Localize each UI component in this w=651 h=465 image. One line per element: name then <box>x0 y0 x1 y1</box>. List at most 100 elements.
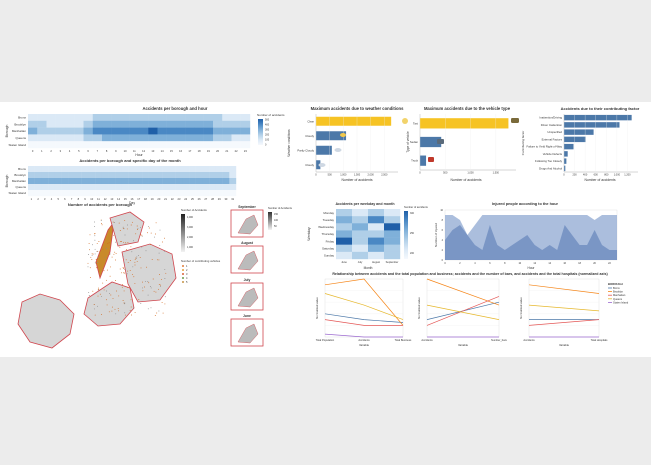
tick-label: 12 <box>533 262 536 265</box>
legend-label: 1 <box>186 264 188 268</box>
heat-cell <box>148 134 158 142</box>
bar <box>316 160 321 170</box>
heat-cell <box>148 166 156 173</box>
accident-point <box>115 280 117 281</box>
accident-point <box>127 224 128 226</box>
accident-point <box>91 259 93 261</box>
accident-point <box>161 278 163 280</box>
accident-point <box>140 226 142 228</box>
tick-label: 8 <box>106 149 108 153</box>
heat-cell <box>142 172 149 179</box>
heat-cell <box>142 178 149 185</box>
heat-cell <box>101 172 109 179</box>
relationship-plot: Total Population Accidents Total Business N… <box>315 278 412 347</box>
tick-label: June <box>341 260 347 264</box>
heat-cell <box>34 178 42 185</box>
heat-cell <box>189 172 196 179</box>
accident-point <box>114 308 116 310</box>
tick-label: 16 <box>179 149 182 153</box>
relationship-plot: Accidents Number_bars Normalized value Vari… <box>417 278 508 347</box>
heat-cell <box>352 244 369 253</box>
heat-cell <box>157 114 167 121</box>
row-label: Wednesday <box>318 225 334 229</box>
heat-cell <box>81 178 89 185</box>
accident-point <box>93 304 95 306</box>
month-map-shape <box>237 214 259 235</box>
heat-cell <box>88 184 96 191</box>
accident-point <box>146 232 148 234</box>
heat-cell <box>74 190 82 197</box>
tick-label: September <box>386 260 399 264</box>
heat-cell <box>55 114 66 121</box>
accident-point <box>124 269 126 271</box>
heat-cell <box>213 134 223 142</box>
heat-cell <box>368 216 385 224</box>
legend-label: Staten Island <box>613 300 629 304</box>
accident-point <box>89 249 90 251</box>
heat-cell <box>92 127 103 135</box>
bar <box>420 118 509 129</box>
heat-cell <box>68 178 76 185</box>
accident-point <box>131 251 133 253</box>
tick-label: 6 <box>87 149 89 153</box>
accident-point <box>94 239 96 241</box>
row-label: Friday <box>326 239 335 243</box>
accident-point <box>106 304 108 306</box>
bar <box>316 116 392 126</box>
tick-label: 10 <box>90 197 93 201</box>
tick-label: 19 <box>207 149 210 153</box>
brooklyn-shape <box>83 281 135 327</box>
accident-point <box>91 253 93 255</box>
accident-point <box>164 237 165 239</box>
heat-cell <box>185 120 195 128</box>
heat-cell <box>121 166 129 173</box>
accident-point <box>135 257 137 259</box>
factor-chart: Accidents due to their contributing fact… <box>521 106 640 182</box>
accident-point <box>123 290 125 292</box>
accident-point <box>133 276 135 278</box>
accident-point <box>141 246 143 248</box>
tick-label: 2,000 <box>368 174 375 177</box>
axis-label: Variable <box>559 343 569 347</box>
heat-cell <box>120 127 130 135</box>
heat-cell <box>88 190 96 197</box>
tick-label: 1,200 <box>624 174 631 177</box>
accident-point <box>164 278 166 279</box>
axis-label: Normalized value <box>417 297 421 319</box>
heat-cell <box>128 178 136 185</box>
chart-title: Maximum accidents due to weather conditi… <box>311 106 405 111</box>
heat-cell <box>148 184 156 191</box>
heat-cell <box>135 172 143 179</box>
accident-point <box>158 259 160 261</box>
accident-point <box>158 310 160 312</box>
heat-cell <box>28 190 35 197</box>
accident-point <box>140 303 142 304</box>
accident-point <box>164 303 166 305</box>
accident-point <box>92 290 94 292</box>
row-label: Bronx <box>18 167 26 171</box>
heat-cell <box>168 178 176 185</box>
bar <box>564 114 632 121</box>
heat-cell <box>222 184 230 191</box>
heat-cell <box>54 184 62 191</box>
heat-cell <box>115 166 123 173</box>
tick-label: 20 <box>593 262 596 265</box>
accident-point <box>104 257 106 259</box>
heat-cell <box>185 141 195 149</box>
heat-cell <box>189 190 196 197</box>
axis-label: Hour <box>135 153 143 157</box>
tick-label: 1 <box>31 197 33 201</box>
heat-cell <box>213 127 223 135</box>
heat-cell <box>34 190 42 197</box>
heat-cell <box>202 178 210 185</box>
tick-label: 1 <box>41 149 43 153</box>
heat-cell <box>108 178 116 185</box>
heat-cell <box>384 237 401 245</box>
legend-tick: 4,000 <box>187 216 194 219</box>
legend-title: Number of contributing vehicles <box>181 259 221 263</box>
series-line <box>324 313 404 323</box>
category-label: Taxi <box>413 121 418 125</box>
accident-point <box>97 305 99 307</box>
heat-cell <box>384 223 401 231</box>
accident-point <box>147 308 149 310</box>
